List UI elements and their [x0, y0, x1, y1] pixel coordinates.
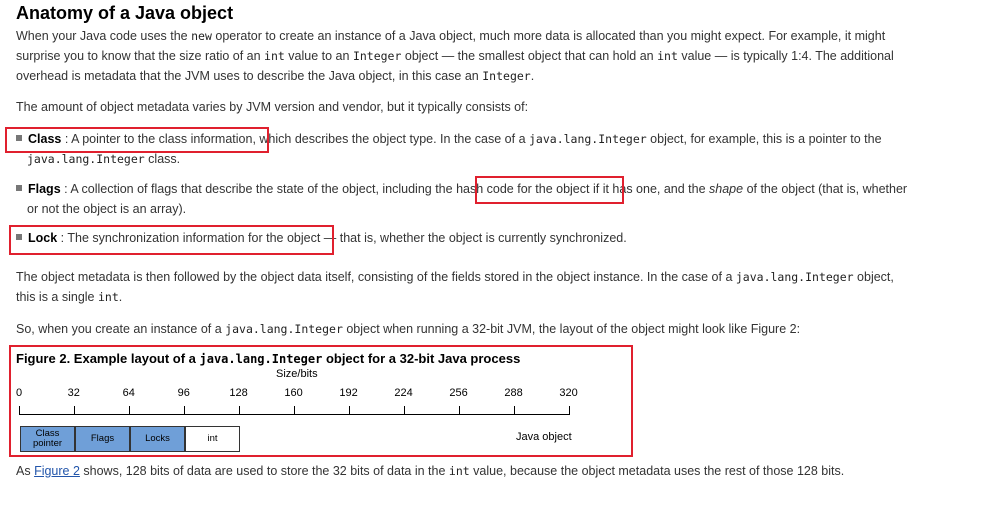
- axis-tick: [19, 406, 20, 414]
- intro-line-1: When your Java code uses the new operato…: [16, 29, 886, 43]
- bullet-icon: [16, 135, 22, 141]
- axis-tick-label: 256: [449, 387, 468, 399]
- bullet-lock: Lock : The synchronization information f…: [16, 231, 627, 245]
- axis-tick-label: 32: [67, 387, 80, 399]
- page-title: Anatomy of a Java object: [16, 3, 234, 23]
- metadata-intro: The amount of object metadata varies by …: [16, 100, 529, 114]
- highlight-box-hashcode: [475, 176, 624, 204]
- figure-2-link[interactable]: Figure 2: [34, 464, 80, 478]
- axis-tick: [349, 406, 350, 414]
- bullet-flags: Flags : A collection of flags that descr…: [16, 182, 907, 196]
- axis-tick: [569, 406, 570, 414]
- bullet-flags-line-2: or not the object is an array).: [27, 202, 187, 216]
- bullet-icon: [16, 234, 22, 240]
- layout-intro: So, when you create an instance of a jav…: [16, 322, 801, 336]
- conclusion: As Figure 2 shows, 128 bits of data are …: [16, 464, 845, 478]
- axis-tick-label: 320: [559, 387, 578, 399]
- axis-tick-label: 0: [16, 387, 23, 399]
- axis-tick: [129, 406, 130, 414]
- axis-label: Size/bits: [276, 368, 318, 380]
- axis-tick: [184, 406, 185, 414]
- layout-segment-locks: Locks: [130, 426, 185, 452]
- axis-tick-label: 160: [284, 387, 303, 399]
- axis-tick: [239, 406, 240, 414]
- legend-java-object: Java object: [516, 431, 572, 443]
- object-data-line-1: The object metadata is then followed by …: [16, 270, 894, 284]
- axis-tick-label: 128: [229, 387, 248, 399]
- axis-tick: [74, 406, 75, 414]
- axis-line: [19, 414, 570, 415]
- object-data-line-2: this is a single int.: [16, 290, 123, 304]
- bullet-class: Class : A pointer to the class informati…: [16, 132, 882, 146]
- axis-tick-label: 224: [394, 387, 413, 399]
- axis-tick: [404, 406, 405, 414]
- axis-tick-label: 288: [504, 387, 523, 399]
- bullet-icon: [16, 185, 22, 191]
- intro-line-3: overhead is metadata that the JVM uses t…: [16, 69, 535, 83]
- axis-tick-label: 64: [122, 387, 135, 399]
- layout-segment-flags: Flags: [75, 426, 130, 452]
- axis-tick: [459, 406, 460, 414]
- layout-segment-int: int: [185, 426, 240, 452]
- highlight-box-class: [5, 127, 269, 153]
- axis-tick: [514, 406, 515, 414]
- intro-line-2: surprise you to know that the size ratio…: [16, 49, 894, 63]
- axis-tick-label: 96: [177, 387, 190, 399]
- highlight-box-lock: [9, 225, 334, 255]
- bullet-class-line-2: java.lang.Integer class.: [27, 152, 181, 166]
- axis-tick: [294, 406, 295, 414]
- highlight-box-figure: [9, 345, 633, 457]
- layout-segment-class-pointer: Class pointer: [20, 426, 75, 452]
- figure-title: Figure 2. Example layout of a java.lang.…: [16, 351, 521, 366]
- axis-tick-label: 192: [339, 387, 358, 399]
